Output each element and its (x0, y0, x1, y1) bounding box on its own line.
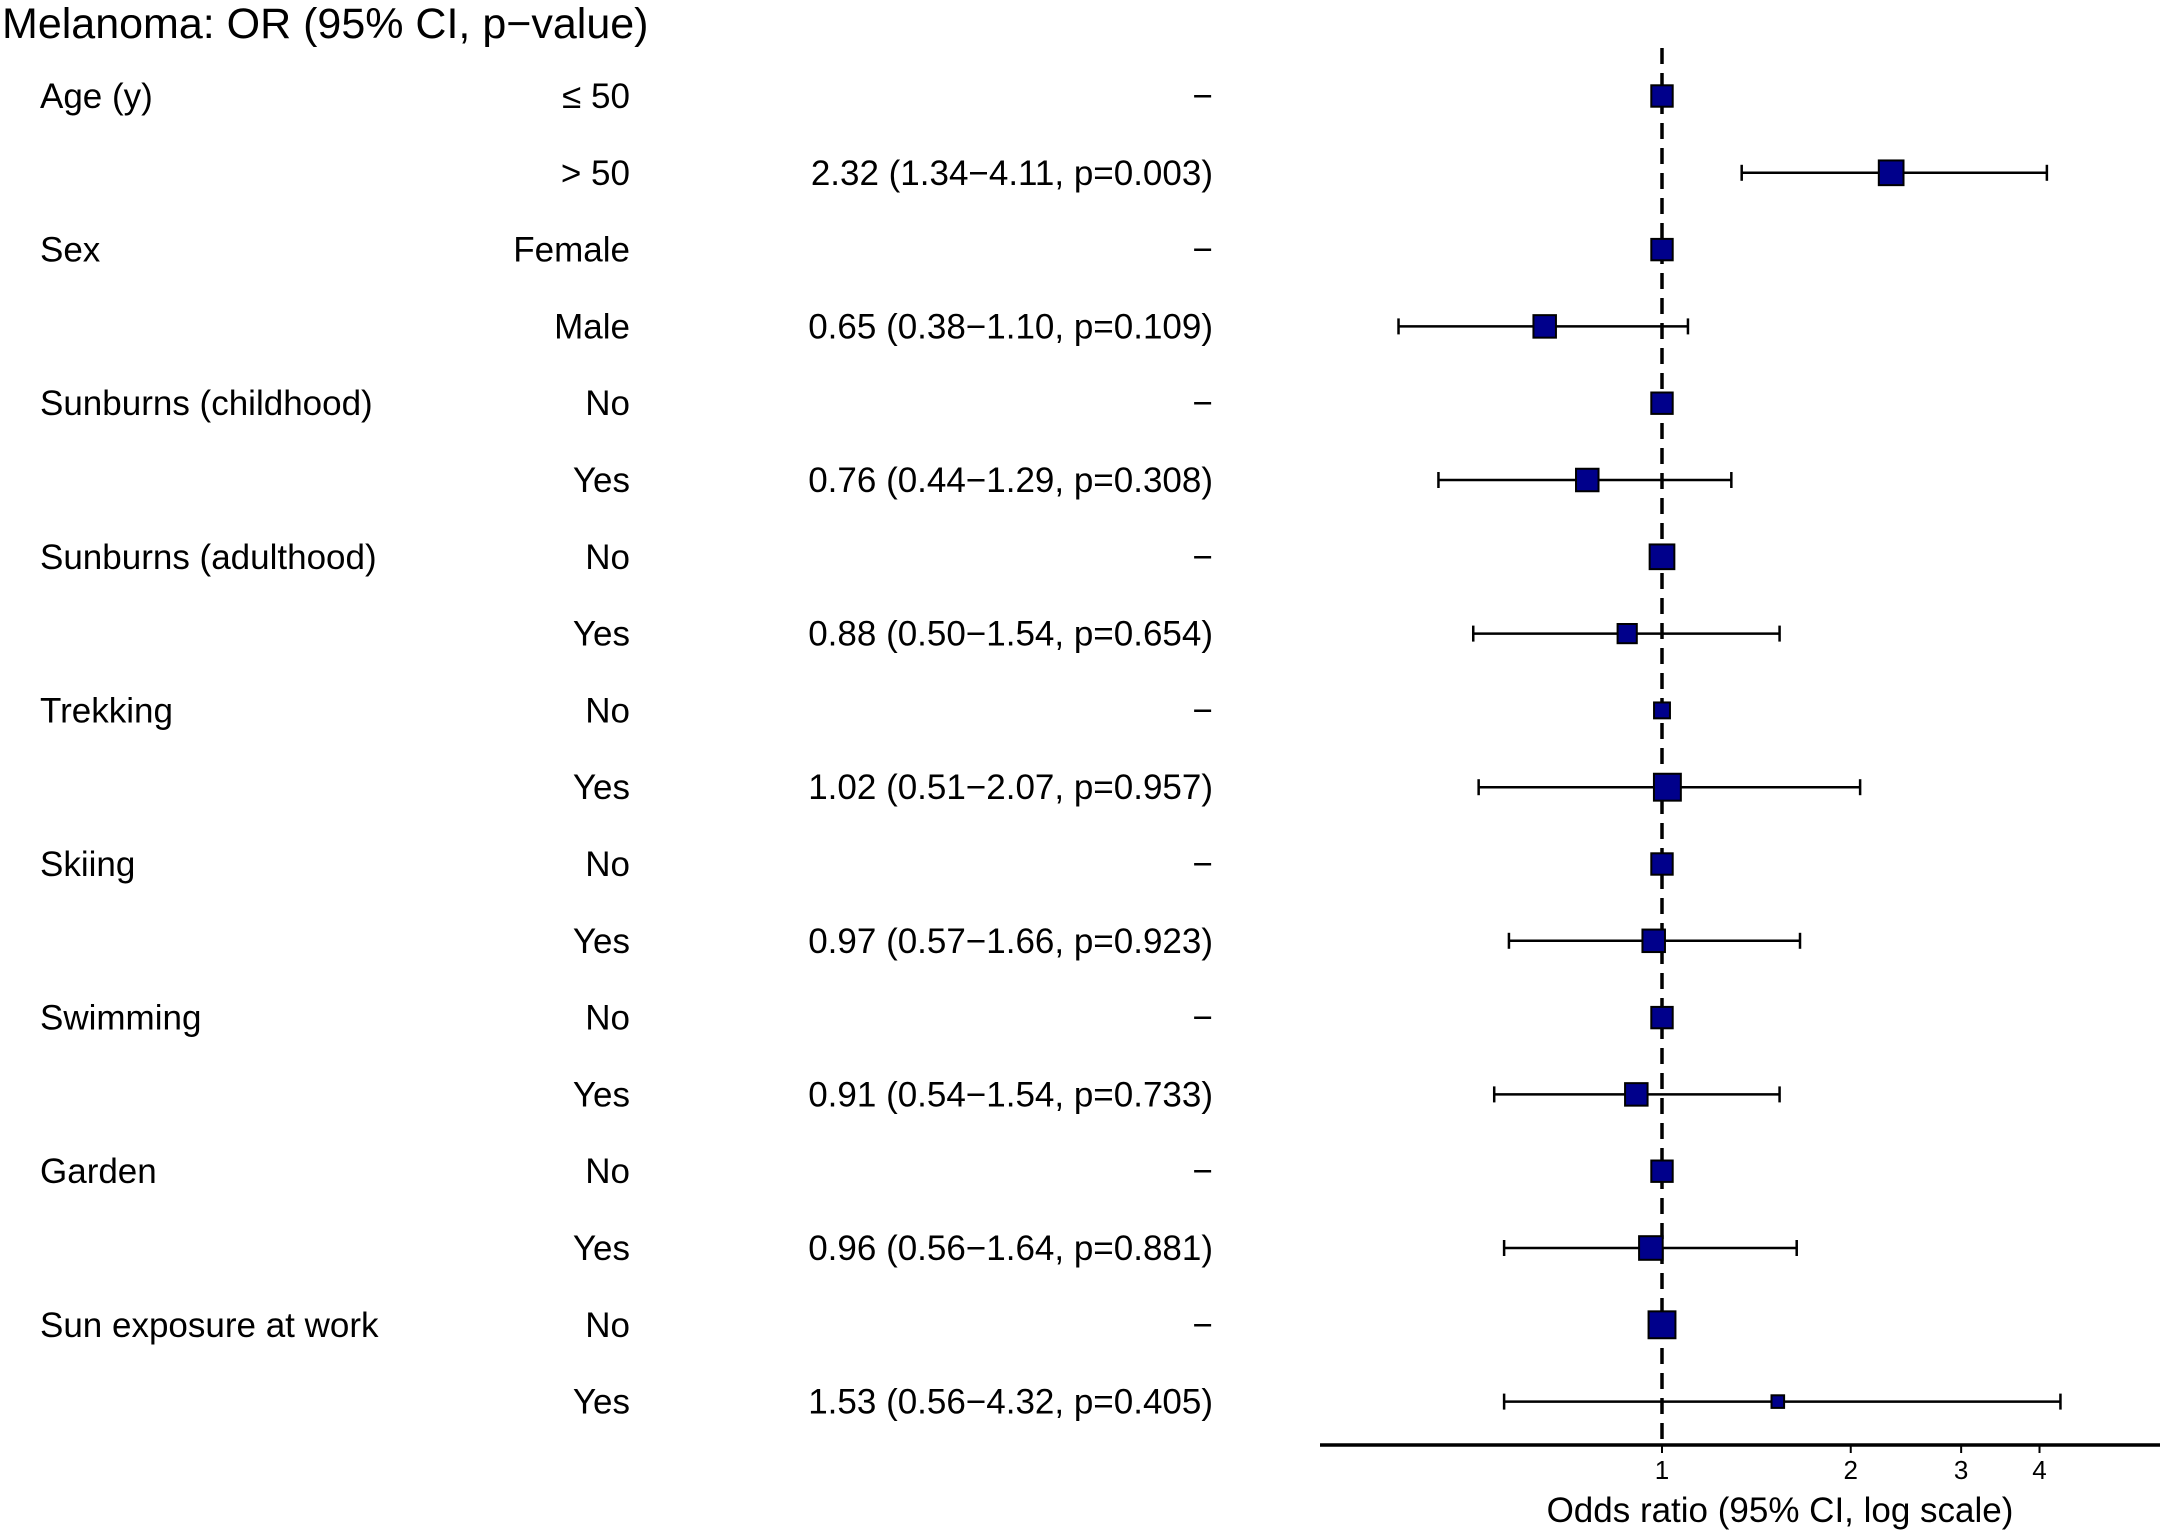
or-point (1652, 772, 1682, 802)
or-point (1650, 391, 1674, 415)
or-ci-text: − (1193, 538, 1213, 577)
level-label: Yes (573, 615, 630, 654)
level-label: No (585, 1152, 630, 1191)
level-label: Male (554, 307, 630, 346)
or-point (1624, 1082, 1649, 1107)
or-point (1650, 237, 1674, 262)
variable-label: Trekking (40, 691, 173, 730)
or-ci-text: 0.91 (0.54−1.54, p=0.733) (808, 1075, 1213, 1114)
or-point (1770, 1394, 1786, 1409)
variable-label: Skiing (40, 845, 135, 884)
chart-title: Melanoma: OR (95% CI, p−value) (2, 0, 648, 48)
or-ci-text: 0.65 (0.38−1.10, p=0.109) (808, 307, 1213, 346)
or-point (1616, 623, 1638, 645)
variable-label: Sunburns (childhood) (40, 384, 373, 423)
or-point (1650, 1159, 1674, 1183)
level-label: > 50 (561, 154, 630, 193)
level-label: Yes (573, 1075, 630, 1114)
level-label: Yes (573, 768, 630, 807)
variable-label: Swimming (40, 999, 201, 1038)
row-labels: Age (y) ≤ 50 − > 50 2.32 (1.34−4.11, p=0.003… (40, 77, 1213, 1422)
variable-label: Sex (40, 231, 101, 270)
level-label: Yes (573, 1383, 630, 1422)
or-ci-text: − (1193, 1306, 1213, 1345)
variable-label: Age (y) (40, 77, 153, 116)
or-ci-text: − (1193, 1152, 1213, 1191)
level-label: Yes (573, 1229, 630, 1268)
or-point (1532, 314, 1557, 339)
x-axis-label: Odds ratio (95% CI, log scale) (1547, 1491, 2014, 1530)
level-label: Female (513, 231, 630, 270)
variable-label: Garden (40, 1152, 157, 1191)
or-point (1877, 159, 1905, 187)
plot-marks (1397, 84, 2062, 1410)
or-point (1650, 1005, 1674, 1030)
x-axis-ticks: 1 2 3 4 (1655, 1445, 2047, 1485)
variable-label: Sunburns (adulthood) (40, 538, 377, 577)
or-ci-text: 1.02 (0.51−2.07, p=0.957) (808, 768, 1213, 807)
or-ci-text: − (1193, 845, 1213, 884)
or-point (1650, 852, 1674, 876)
level-label: No (585, 384, 630, 423)
or-ci-text: − (1193, 999, 1213, 1038)
or-ci-text: − (1193, 77, 1213, 116)
plot-area: 1 2 3 4 (1320, 48, 2160, 1485)
x-tick-label: 4 (2032, 1455, 2046, 1485)
or-ci-text: 0.76 (0.44−1.29, p=0.308) (808, 461, 1213, 500)
or-ci-text: 0.88 (0.50−1.54, p=0.654) (808, 615, 1213, 654)
level-label: Yes (573, 922, 630, 961)
level-label: No (585, 999, 630, 1038)
or-ci-text: 0.96 (0.56−1.64, p=0.881) (808, 1229, 1213, 1268)
level-label: No (585, 1306, 630, 1345)
level-label: ≤ 50 (562, 77, 630, 116)
x-tick-label: 3 (1954, 1455, 1968, 1485)
level-label: No (585, 538, 630, 577)
or-point (1653, 701, 1671, 720)
or-point (1647, 1310, 1677, 1340)
or-point (1650, 84, 1674, 108)
or-point (1641, 928, 1666, 954)
or-point (1575, 467, 1600, 493)
level-label: No (585, 845, 630, 884)
variable-label: Sun exposure at work (40, 1306, 379, 1345)
x-tick-label: 1 (1655, 1455, 1669, 1485)
or-ci-text: 0.97 (0.57−1.66, p=0.923) (808, 922, 1213, 961)
or-ci-text: − (1193, 231, 1213, 270)
level-label: Yes (573, 461, 630, 500)
or-point (1638, 1235, 1664, 1261)
x-tick-label: 2 (1844, 1455, 1858, 1485)
or-ci-text: − (1193, 691, 1213, 730)
level-label: No (585, 691, 630, 730)
or-ci-text: 1.53 (0.56−4.32, p=0.405) (808, 1383, 1213, 1422)
or-point (1648, 543, 1676, 571)
or-ci-text: − (1193, 384, 1213, 423)
or-ci-text: 2.32 (1.34−4.11, p=0.003) (811, 154, 1213, 193)
